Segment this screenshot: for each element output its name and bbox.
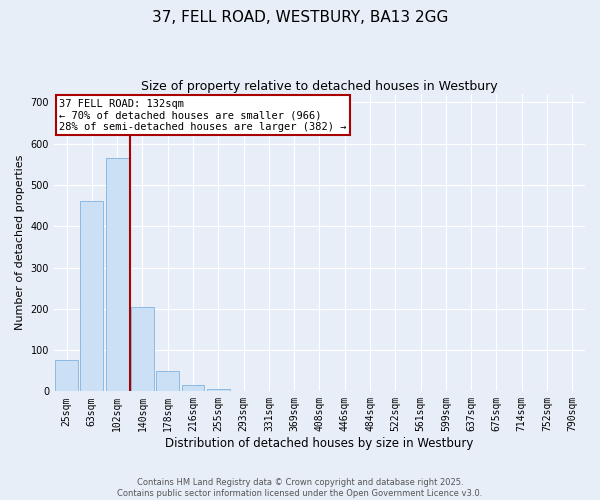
Bar (80, 202, 103, 392)
Text: Contains HM Land Registry data © Crown copyright and database right 2025.
Contai: Contains HM Land Registry data © Crown c… (118, 478, 482, 498)
Text: 37 FELL ROAD: 132sqm
← 70% of detached houses are smaller (966)
28% of semi-deta: 37 FELL ROAD: 132sqm ← 70% of detached h… (59, 98, 347, 132)
Bar (106, 158, 128, 392)
Text: 37, FELL ROAD, WESTBURY, BA13 2GG: 37, FELL ROAD, WESTBURY, BA13 2GG (152, 10, 448, 25)
Bar (55, 360, 78, 392)
Y-axis label: Number of detached properties: Number of detached properties (15, 155, 25, 330)
Bar (207, 390, 230, 392)
Title: Size of property relative to detached houses in Westbury: Size of property relative to detached ho… (141, 80, 498, 93)
Bar (157, 370, 179, 392)
Bar (182, 385, 205, 392)
Bar (131, 306, 154, 392)
X-axis label: Distribution of detached houses by size in Westbury: Distribution of detached houses by size … (165, 437, 473, 450)
